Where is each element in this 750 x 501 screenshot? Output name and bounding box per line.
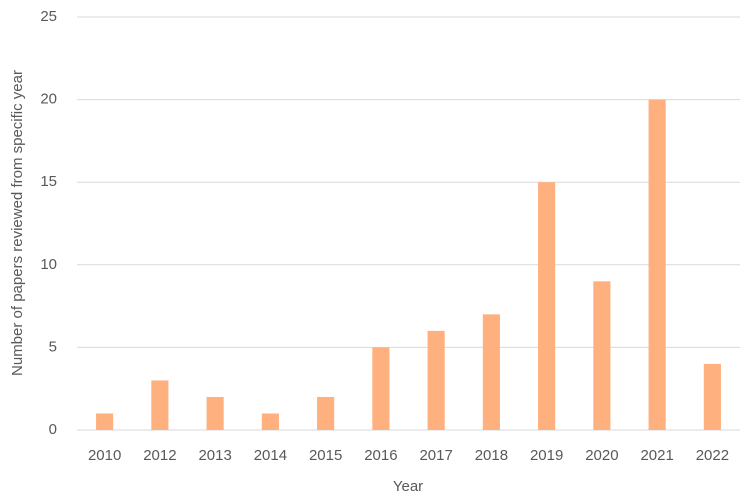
bar: [206, 396, 224, 430]
x-axis-label: Year: [393, 478, 423, 495]
bar: [96, 413, 114, 430]
y-axis-label: Number of papers reviewed from specific …: [9, 70, 26, 376]
y-tick-label: 5: [49, 338, 57, 355]
bar: [261, 413, 279, 430]
x-tick-label: 2012: [143, 447, 176, 464]
bar: [593, 281, 611, 430]
bar: [703, 363, 721, 430]
y-tick-label: 15: [40, 173, 57, 190]
y-tick-label: 25: [40, 8, 57, 25]
x-tick-label: 2013: [198, 447, 231, 464]
x-tick-label: 2022: [696, 447, 729, 464]
x-tick-label: 2019: [530, 447, 563, 464]
x-tick-label: 2018: [475, 447, 508, 464]
bar: [482, 314, 500, 430]
x-tick-label: 2017: [419, 447, 452, 464]
bar: [151, 380, 169, 430]
y-tick-label: 0: [49, 421, 57, 438]
x-tick-label: 2014: [254, 447, 287, 464]
x-tick-label: 2020: [585, 447, 618, 464]
y-tick-label: 20: [40, 91, 57, 108]
x-tick-label: 2021: [640, 447, 673, 464]
bar: [372, 347, 390, 430]
bar: [648, 99, 666, 430]
bar: [317, 396, 335, 430]
bar: [538, 182, 556, 430]
x-tick-label: 2015: [309, 447, 342, 464]
bar: [427, 330, 445, 430]
x-tick-label: 2010: [88, 447, 121, 464]
y-tick-label: 10: [40, 256, 57, 273]
x-tick-label: 2016: [364, 447, 397, 464]
